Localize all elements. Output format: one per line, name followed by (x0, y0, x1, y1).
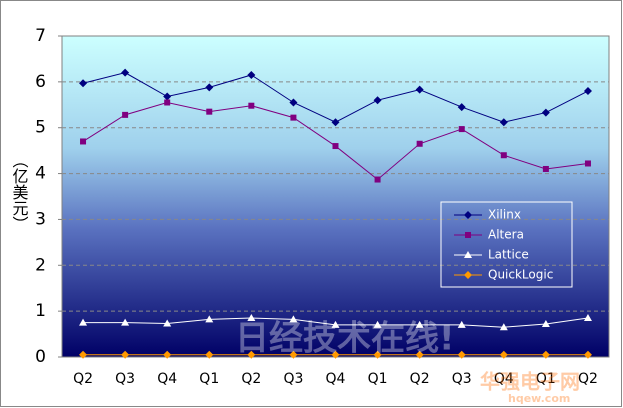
y-tick-label: 0 (35, 347, 46, 367)
marker (373, 320, 382, 328)
y-axis-label: （亿美元） (10, 152, 29, 232)
marker (122, 111, 129, 118)
marker (248, 102, 255, 109)
x-tick-label: Q3 (452, 371, 472, 387)
marker (331, 118, 340, 127)
marker (290, 114, 297, 121)
marker (541, 350, 550, 359)
marker (374, 176, 381, 183)
marker (499, 350, 508, 359)
marker (164, 99, 171, 106)
marker (289, 315, 298, 323)
marker (584, 160, 591, 167)
x-tick-label: Q3 (283, 371, 303, 387)
y-tick-label: 7 (35, 26, 46, 46)
x-tick-label: Q1 (199, 371, 219, 387)
x-tick-label: Q3 (115, 371, 135, 387)
marker (464, 251, 472, 258)
legend-label: Lattice (488, 248, 529, 262)
marker (289, 350, 298, 359)
marker (464, 271, 472, 279)
watermark: hqew.com (508, 392, 570, 405)
marker (205, 350, 214, 359)
marker (583, 87, 592, 96)
marker (457, 350, 466, 359)
x-tick-label: Q4 (494, 371, 514, 387)
x-tick-label: Q4 (157, 371, 177, 387)
marker (499, 323, 508, 331)
marker (541, 319, 550, 327)
marker (583, 350, 592, 359)
marker (415, 350, 424, 359)
y-tick-label: 1 (35, 301, 46, 321)
y-tick-label: 2 (35, 255, 46, 275)
marker (331, 350, 340, 359)
marker (416, 140, 423, 147)
marker (415, 85, 424, 94)
marker (499, 118, 508, 127)
marker (458, 126, 465, 133)
watermark: 日经技术在线! (235, 319, 455, 359)
marker (541, 108, 550, 117)
legend-label: Altera (488, 228, 524, 242)
marker (457, 320, 466, 328)
marker (163, 350, 172, 359)
marker (79, 350, 88, 359)
marker (331, 320, 340, 328)
marker (247, 70, 256, 79)
x-tick-label: Q2 (410, 371, 430, 387)
marker (205, 83, 214, 92)
marker (465, 232, 471, 238)
marker (373, 96, 382, 105)
marker (80, 138, 87, 145)
x-tick-label: Q2 (73, 371, 93, 387)
y-tick-label: 5 (35, 118, 46, 138)
y-tick-label: 6 (35, 72, 46, 92)
x-tick-label: Q2 (578, 371, 598, 387)
marker (464, 211, 472, 219)
x-tick-label: Q4 (326, 371, 346, 387)
marker (500, 152, 507, 159)
marker (457, 103, 466, 112)
marker (121, 318, 130, 326)
y-tick-label: 4 (35, 164, 46, 184)
marker (415, 320, 424, 328)
x-tick-label: Q1 (536, 371, 556, 387)
marker (79, 79, 88, 88)
legend-label: Xilinx (488, 208, 521, 222)
marker (206, 108, 213, 115)
marker (583, 314, 592, 322)
marker (247, 314, 256, 322)
plot-area (61, 35, 610, 358)
marker (247, 350, 256, 359)
marker (121, 350, 130, 359)
x-tick-label: Q2 (241, 371, 261, 387)
watermark: 华强电子网 (480, 370, 580, 394)
marker (205, 315, 214, 323)
marker (163, 92, 172, 101)
marker (121, 68, 130, 77)
marker (163, 319, 172, 327)
x-tick-label: Q1 (368, 371, 388, 387)
marker (332, 143, 339, 150)
marker (542, 165, 549, 172)
legend-label: QuickLogic (488, 268, 553, 282)
marker (289, 98, 298, 107)
legend (440, 201, 573, 288)
marker (373, 350, 382, 359)
marker (79, 318, 88, 326)
y-tick-label: 3 (35, 209, 46, 229)
